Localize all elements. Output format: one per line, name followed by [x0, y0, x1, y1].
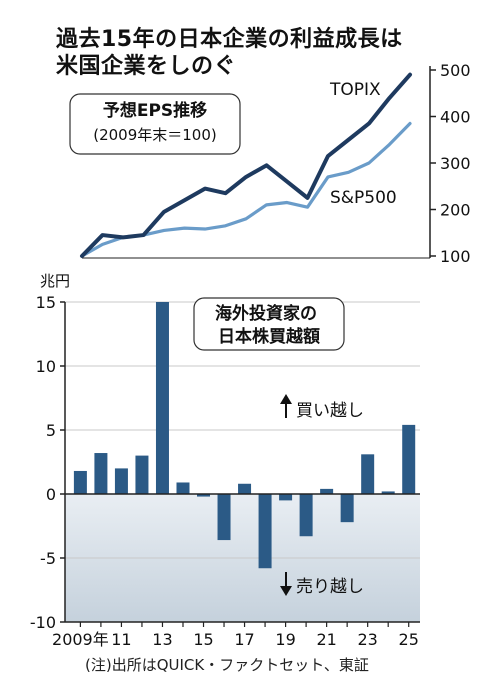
sell-label: 売り越し: [296, 577, 364, 597]
bar-chart-y-tick-label: -10: [30, 613, 56, 632]
bar-chart-x-tick-label: 11: [111, 630, 131, 649]
bar-chart-unit-label: 兆円: [40, 272, 70, 290]
foreign-investor-bar-chart: 兆円 15 10 5 0 -5 -10 2009年 11 13 15 17 19 21 23 25 海外投…: [30, 272, 420, 649]
source-note: (注)出所はQUICK・ファクトセット、東証: [85, 656, 369, 674]
bar-chart-y-tick-label: -5: [40, 549, 56, 568]
bar-chart-x-tick-label: 25: [399, 630, 419, 649]
bar-2012: [135, 455, 149, 494]
bar-chart-y-tick-label: 5: [46, 421, 56, 440]
eps-badge-box: [69, 93, 241, 155]
bar-2019: [279, 494, 293, 501]
eps-line-chart: 100 200 300 400 500 予想EPS推移 (2009年末＝100) TOP…: [69, 61, 471, 266]
chart-title: 過去15年の日本企業の利益成長は 米国企業をしのぐ: [56, 27, 403, 79]
line-chart-y-tick-label: 100: [440, 247, 471, 266]
line-chart-y-tick-label: 200: [440, 201, 471, 220]
bar-2022: [340, 494, 354, 523]
buy-label: 買い越し: [296, 401, 364, 421]
bar-chart-y-tick-label: 10: [36, 357, 56, 376]
bar-2023: [361, 454, 375, 494]
bar-2014: [176, 482, 190, 494]
bar-2010: [94, 453, 108, 494]
line-chart-y-tick-label: 300: [440, 154, 471, 173]
legend-topix: TOPIX: [329, 80, 381, 100]
bar-chart-x-tick-label: 15: [193, 630, 213, 649]
arrow-down-icon: [280, 586, 292, 596]
bar-2018: [258, 494, 272, 569]
bar-badge-box: [193, 297, 345, 351]
bar-chart-y-tick-label: 0: [46, 485, 56, 504]
eps-badge-subtitle: (2009年末＝100): [93, 126, 217, 144]
arrow-up-icon: [280, 394, 292, 404]
bar-chart-y-tick-label: 15: [36, 293, 56, 312]
series-line-topix: [80, 72, 412, 258]
bar-2017: [238, 483, 252, 494]
bar-chart-x-tick-label: 13: [152, 630, 172, 649]
bar-2024: [381, 491, 395, 494]
bar-2016: [217, 494, 231, 541]
line-chart-y-tick-label: 400: [440, 108, 471, 127]
bar-2013: [155, 302, 169, 494]
bar-2009: [73, 470, 87, 494]
bar-chart-x-tick-label: 21: [316, 630, 336, 649]
line-chart-y-tick-label: 500: [440, 61, 471, 80]
bar-chart-x-tick-label: 17: [234, 630, 254, 649]
bar-2025: [402, 424, 416, 494]
buy-annotation: 買い越し: [280, 394, 364, 421]
bar-badge-title: 海外投資家の 日本株買越額: [215, 303, 323, 347]
sell-annotation: 売り越し: [280, 572, 364, 597]
bar-chart-x-tick-label: 2009年: [52, 630, 109, 649]
bar-2011: [114, 468, 128, 494]
bar-2021: [320, 488, 334, 494]
legend-sp500: S&P500: [330, 188, 397, 208]
bar-chart-x-tick-label: 19: [275, 630, 295, 649]
bar-2020: [299, 494, 313, 537]
eps-badge-title: 予想EPS推移: [103, 100, 207, 121]
bar-2015: [197, 494, 211, 497]
bar-chart-x-tick-label: 23: [357, 630, 377, 649]
